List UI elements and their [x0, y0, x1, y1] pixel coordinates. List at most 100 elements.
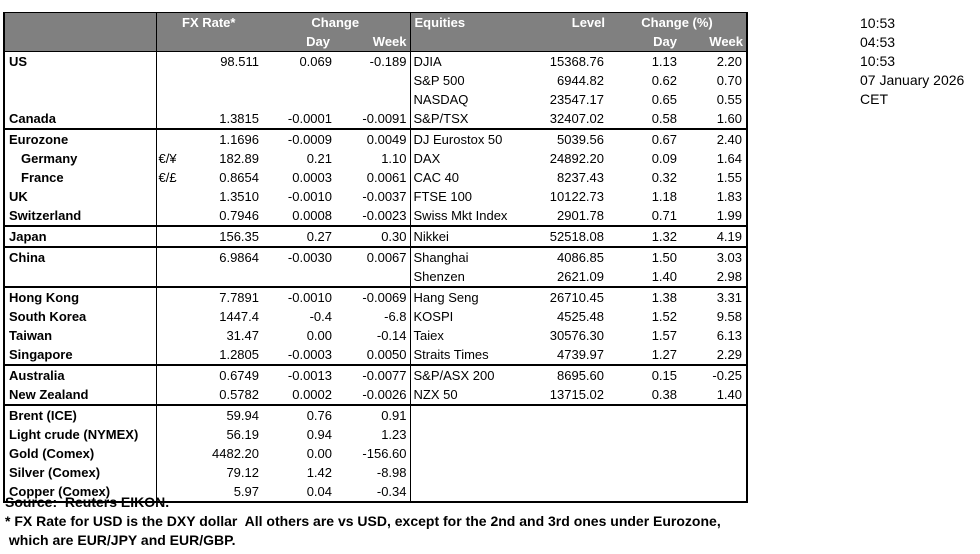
fx-symbol-cell — [156, 128, 183, 149]
table-row: Canada 1.3815 -0.0001 -0.0091 S&P/TSX 32407.0… — [4, 109, 747, 129]
equity-day-change-cell — [608, 463, 680, 482]
fx-rate-header: FX Rate* — [156, 12, 261, 32]
fx-week-change-cell: -0.14 — [333, 326, 411, 345]
fx-country-cell: Brent (ICE) — [4, 404, 157, 425]
equity-day-change-cell: 0.71 — [651, 208, 678, 223]
fx-week-change-cell: 0.91 — [333, 404, 411, 425]
equity-week-change-cell — [680, 425, 747, 444]
equity-name-cell: Shanghai — [410, 246, 533, 267]
equity-week-change-cell: 1.40 — [716, 387, 743, 402]
equity-day-change-cell — [608, 425, 680, 444]
timestamp-line: 10:53 — [860, 15, 896, 31]
equity-week-change-cell — [680, 444, 747, 463]
fx-day-change-cell: -0.4 — [309, 309, 332, 324]
equity-week-change-cell: 6.13 — [716, 328, 743, 343]
fx-symbol-cell — [156, 267, 183, 287]
fx-symbol-cell — [156, 90, 183, 109]
markets-table: FX Rate* Change Equities Level Change (%… — [3, 12, 749, 503]
fx-country-cell: Canada — [4, 109, 157, 129]
fx-week-change-cell: 1.23 — [333, 425, 411, 444]
fx-rate-cell — [183, 71, 261, 90]
fx-country-cell — [4, 71, 157, 90]
fx-rate-cell: 59.94 — [183, 404, 261, 425]
fx-symbol-cell — [156, 246, 183, 267]
equities-level-subheader-cell — [532, 32, 609, 52]
fx-country-cell: Australia — [4, 364, 157, 385]
equity-level-cell: 32407.02 — [549, 111, 605, 126]
equity-name-cell: FTSE 100 — [413, 189, 473, 204]
table-row: Light crude (NYMEX) 56.19 0.94 1.23 — [4, 425, 747, 444]
timestamp-block: 10:53 04:53 10:53 07 January 2026 CET — [860, 14, 964, 109]
fx-country-cell: Singapore — [4, 345, 157, 365]
equity-day-change-cell: 0.62 — [651, 73, 678, 88]
fx-symbol-cell — [156, 425, 183, 444]
table-row: Hong Kong 7.7891 -0.0010 -0.0069 Hang Seng 26… — [4, 286, 748, 307]
fx-week-change-cell: 0.30 — [333, 225, 411, 247]
fx-country-cell: Gold (Comex) — [4, 444, 157, 463]
fx-symbol-cell — [156, 187, 183, 206]
equity-level-cell: 4086.85 — [532, 246, 609, 267]
fx-symbol-cell — [156, 52, 183, 72]
equity-week-change-cell — [680, 404, 748, 425]
fx-symbol-cell — [156, 326, 183, 345]
equities-week-header: Week — [680, 32, 748, 52]
fx-rate-cell: 0.5782 — [219, 387, 259, 402]
equity-day-change-cell: 1.40 — [651, 269, 678, 284]
equity-name-cell — [410, 404, 533, 425]
fx-day-change-cell: 0.00 — [306, 328, 332, 343]
equity-level-cell: 52518.08 — [532, 225, 609, 247]
fx-footnote-line1: * FX Rate for USD is the DXY dollar All … — [5, 513, 721, 529]
equity-day-change-cell: 0.58 — [651, 111, 678, 126]
equity-name-cell: KOSPI — [413, 309, 454, 324]
equity-level-cell: 8237.43 — [557, 170, 605, 185]
fx-rate-cell — [183, 267, 261, 287]
fx-rate-cell: 7.7891 — [183, 286, 261, 307]
equity-name-cell: Nikkei — [410, 225, 533, 247]
equity-day-change-cell: 0.15 — [608, 364, 681, 385]
equity-level-cell — [532, 444, 608, 463]
equity-week-change-cell — [680, 463, 747, 482]
equity-level-cell: 26710.45 — [532, 286, 609, 307]
equity-name-cell — [410, 463, 532, 482]
fx-week-change-cell: -0.0077 — [333, 364, 411, 385]
fx-country-cell: China — [4, 246, 157, 267]
table-row: Gold (Comex) 4482.20 0.00 -156.60 — [4, 444, 747, 463]
equity-level-cell: 6944.82 — [557, 73, 605, 88]
fx-rate-cell: 0.8654 — [219, 170, 259, 185]
fx-name-subheader-cell — [4, 32, 157, 52]
fx-symbol-cell — [156, 71, 183, 90]
fx-country-cell: Germany — [4, 149, 157, 168]
fx-rate-subheader-cell — [183, 32, 261, 52]
equity-name-cell: DJ Eurostox 50 — [410, 128, 533, 149]
equity-name-cell — [410, 425, 532, 444]
fx-change-header: Change — [261, 12, 411, 32]
equity-name-cell: Swiss Mkt Index — [413, 208, 508, 223]
fx-week-change-cell: 0.0067 — [333, 246, 411, 267]
equity-level-cell: 4739.97 — [557, 347, 605, 362]
fx-week-header: Week — [333, 32, 411, 52]
fx-day-change-cell: 0.04 — [306, 484, 332, 499]
fx-rate-cell: 4482.20 — [212, 446, 259, 461]
equity-name-cell: Hang Seng — [410, 286, 533, 307]
equity-day-change-cell: 0.67 — [608, 128, 681, 149]
fx-day-change-cell: -0.0003 — [287, 347, 332, 362]
fx-symbol-cell — [156, 463, 183, 482]
fx-country-cell: New Zealand — [4, 385, 157, 405]
table-row: Singapore 1.2805 -0.0003 0.0050 Straits Time… — [4, 345, 747, 365]
fx-rate-cell: 31.47 — [226, 328, 259, 343]
fx-week-change-cell: 1.10 — [333, 149, 411, 168]
equity-week-change-cell: 2.98 — [716, 269, 743, 284]
fx-country-cell — [4, 90, 157, 109]
fx-country-cell: UK — [4, 187, 157, 206]
equity-level-cell: 4525.48 — [557, 309, 605, 324]
table-row: Eurozone 1.1696 -0.0009 0.0049 DJ Eurostox 5… — [4, 128, 748, 149]
fx-symbol-subheader-cell — [156, 32, 183, 52]
equity-name-cell: DAX — [413, 151, 441, 166]
table-row: Japan 156.35 0.27 0.30 Nikkei 52518.08 1.32 4.1… — [4, 225, 748, 247]
equity-day-change-cell: 0.38 — [651, 387, 678, 402]
timestamp-line: 10:53 — [860, 53, 896, 69]
fx-week-change-cell: -0.34 — [333, 482, 411, 502]
equity-name-cell: NASDAQ — [413, 92, 469, 107]
table-row: Shenzen 2621.09 1.40 2.98 — [4, 267, 747, 287]
fx-day-change-cell: 0.069 — [299, 54, 332, 69]
